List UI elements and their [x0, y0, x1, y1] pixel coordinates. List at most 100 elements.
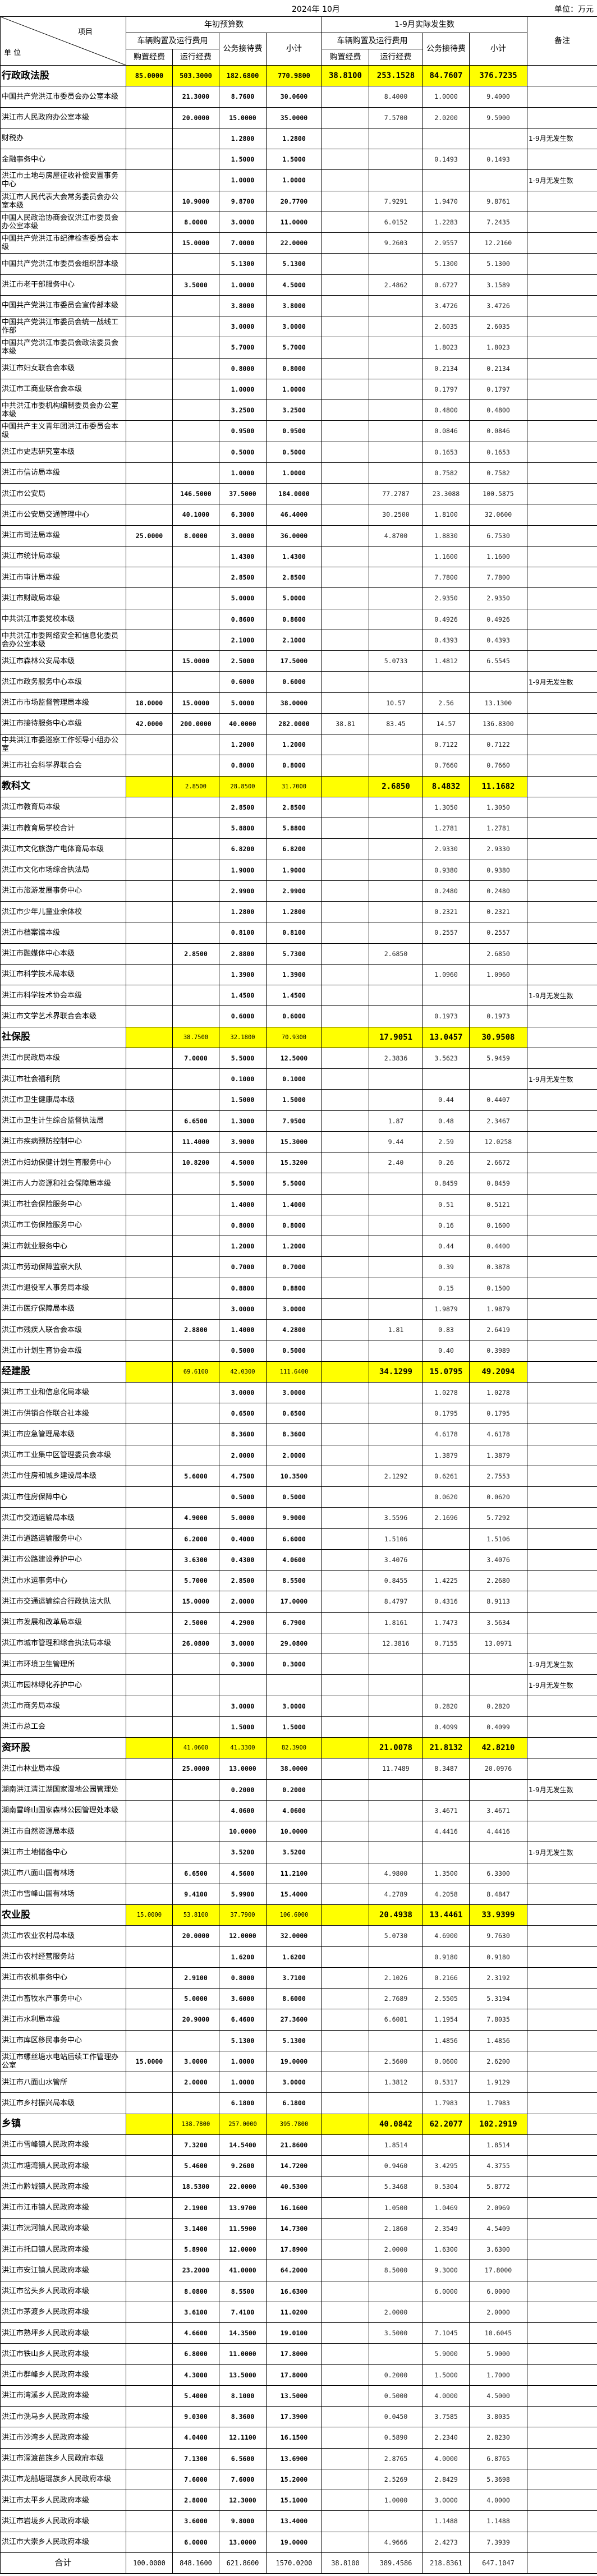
budget-subtotal-cell: 0.8000: [266, 1214, 322, 1237]
budget-subtotal-cell: 5.8800: [266, 817, 322, 839]
actual-operation-cell: [369, 1005, 423, 1027]
budget-purchase-cell: [126, 2092, 173, 2114]
budget-reception-cell: 1.3000: [219, 1110, 267, 1132]
actual-operation-cell: 0.2000: [369, 2364, 423, 2386]
budget-reception-cell: 9.2600: [219, 2155, 267, 2177]
actual-operation-cell: [369, 1256, 423, 1278]
budget-operation-cell: 18.5300: [172, 2176, 219, 2198]
budget-reception-cell: 0.5000: [219, 441, 267, 463]
budget-operation-cell: [172, 148, 219, 171]
budget-subtotal-cell: 15.2000: [266, 2468, 322, 2491]
actual-reception-cell: 1.0278: [423, 1381, 470, 1404]
remark-cell: [527, 2552, 597, 2574]
budget-subtotal-cell: 5.1300: [266, 2029, 322, 2051]
actual-operation-cell: [369, 2343, 423, 2365]
actual-reception-cell: 1.7983: [423, 2092, 470, 2114]
budget-reception-cell: 0.4000: [219, 1528, 267, 1550]
actual-purchase-cell: [322, 1779, 369, 1801]
remark-cell: [527, 1632, 597, 1655]
table-row: 洪江市洗马乡人民政府本级 9.0300 8.3600 17.3900 0.0450 3.7…: [0, 2405, 597, 2428]
budget-operation-cell: 4.3000: [172, 2364, 219, 2386]
unit-name-cell: 洪江市湾溪乡人民政府本级: [0, 2385, 126, 2407]
actual-purchase-cell: 38.8100: [322, 2552, 369, 2574]
actual-subtotal-cell: 2.9350: [469, 587, 527, 609]
budget-reception-cell: 4.0600: [219, 1799, 267, 1822]
table-row: 洪江市人民代表大会常务委员会办公室本级 10.9000 9.8700 20.7700 7…: [0, 190, 597, 212]
table-row: 洪江市史志研究室本级 0.5000 0.5000 0.1653 0.1653: [0, 441, 597, 463]
budget-operation-cell: [172, 1779, 219, 1801]
section-total-row: 教科文 2.8500 28.8500 31.7000 2.6850 8.4832 11.16…: [0, 775, 597, 797]
unit-name-cell: 洪江市档案馆本级: [0, 922, 126, 944]
budget-reception-cell: 8.5500: [219, 2280, 267, 2302]
budget-operation-cell: [172, 922, 219, 944]
actual-subtotal-cell: 7.7800: [469, 566, 527, 589]
actual-operation-cell: 7.5700: [369, 107, 423, 128]
budget-subtotal-cell: 1.0000: [266, 462, 322, 484]
table-row: 洪江市财政局本级 5.0000 5.0000 2.9350 2.9350: [0, 587, 597, 609]
budget-purchase-cell: [126, 462, 173, 484]
budget-operation-cell: [172, 880, 219, 902]
remark-cell: [527, 65, 597, 87]
budget-purchase-cell: [126, 1653, 173, 1675]
remark-cell: [527, 107, 597, 128]
budget-purchase-cell: [126, 253, 173, 275]
table-row: 洪江市水利局本级 20.9000 6.4600 27.3600 6.6081 1.1954…: [0, 2009, 597, 2031]
unit-name-cell: 洪江市卫生健康局本级: [0, 1089, 126, 1111]
budget-reception-cell: 1.0000: [219, 274, 267, 296]
budget-purchase-cell: [126, 1569, 173, 1592]
unit-name-cell: 洪江市住房保障中心: [0, 1486, 126, 1508]
budget-subtotal-cell: 38.0000: [266, 1758, 322, 1780]
actual-operation-cell: 7.9291: [369, 190, 423, 212]
remark-cell: [527, 1214, 597, 1237]
actual-purchase-cell: [322, 1695, 369, 1717]
remark-cell: 1-9月无发生数: [527, 671, 597, 693]
budget-operation-cell: 7.6000: [172, 2468, 219, 2491]
budget-reception-cell: 3.0000: [219, 1298, 267, 1320]
budget-operation-cell: 2.8500: [172, 775, 219, 797]
actual-purchase-cell: [322, 190, 369, 212]
budget-purchase-cell: [126, 2260, 173, 2281]
budget-purchase-cell: [126, 2385, 173, 2407]
budget-subtotal-cell: 19.0000: [266, 2531, 322, 2553]
actual-purchase-cell: [322, 127, 369, 150]
actual-purchase-cell: [322, 859, 369, 881]
actual-purchase-cell: [322, 1549, 369, 1571]
actual-subtotal-cell: 1.5106: [469, 1528, 527, 1550]
budget-subtotal-cell: 15.4000: [266, 1883, 322, 1905]
actual-subtotal-cell: 6.8765: [469, 2448, 527, 2469]
budget-purchase-cell: [126, 984, 173, 1007]
remark-cell: [527, 86, 597, 108]
actual-operation-cell: 3.5000: [369, 2322, 423, 2344]
budget-subtotal-cell: 1.4000: [266, 1193, 322, 1215]
actual-purchase-cell: [322, 1862, 369, 1884]
actual-reception-cell: 0.4316: [423, 1591, 470, 1613]
budget-reception-cell: 6.4600: [219, 2009, 267, 2031]
budget-purchase-cell: [126, 107, 173, 128]
budget-operation-cell: [172, 1214, 219, 1237]
budget-subtotal-cell: 3.7100: [266, 1967, 322, 1989]
budget-purchase-cell: 42.0000: [126, 713, 173, 735]
budget-subtotal-cell: 0.6000: [266, 1005, 322, 1027]
budget-purchase-cell: [126, 2448, 173, 2469]
unit-name-cell: 洪江市农业农村局本级: [0, 1925, 126, 1947]
actual-subtotal-cell: 0.2321: [469, 901, 527, 923]
table-row: 洪江市社会保险服务中心 1.4000 1.4000 0.51 0.5121: [0, 1193, 597, 1215]
actual-operation-cell: 0.5890: [369, 2427, 423, 2449]
budget-reception-cell: 9.8700: [219, 190, 267, 212]
table-row: 洪江市妇女联合会本级 0.8000 0.8000 0.2134 0.2134: [0, 357, 597, 379]
actual-operation-cell: [369, 733, 423, 756]
actual-operation-cell: 5.0733: [369, 650, 423, 672]
table-row: 洪江市群峰乡人民政府本级 4.3000 13.5000 17.8000 0.2000 1.…: [0, 2364, 597, 2386]
actual-subtotal-cell: 0.5121: [469, 1193, 527, 1215]
table-row: 中国共产党洪江市委员会组织部本级 5.1300 5.1300 5.1300 5.1300: [0, 253, 597, 275]
budget-subtotal-cell: 40.5300: [266, 2176, 322, 2198]
actual-subtotal-cell: 6.7530: [469, 525, 527, 547]
remark-cell: [527, 211, 597, 233]
actual-operation-cell: [369, 1799, 423, 1822]
budget-reception-cell: 1.0000: [219, 2050, 267, 2073]
budget-subtotal-cell: 46.4000: [266, 504, 322, 526]
unit-name-cell: 洪江市螺丝塘水电站后续工作管理办公室: [0, 2050, 126, 2073]
budget-operation-cell: 4.0400: [172, 2427, 219, 2449]
actual-subtotal-cell: 33.9399: [469, 1904, 527, 1926]
unit-name-cell: 中共洪江市委党校本级: [0, 608, 126, 630]
